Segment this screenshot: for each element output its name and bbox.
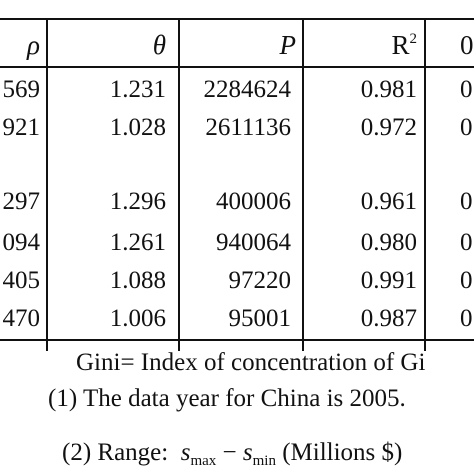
header-rho: ρ	[27, 30, 40, 60]
column-divider-2	[178, 18, 180, 351]
cell-r2: 0.972	[360, 114, 417, 141]
column-divider-3	[302, 18, 304, 351]
cell-p: 940064	[216, 229, 291, 256]
header-r-squared: R2	[391, 30, 417, 60]
range-symbol-s-max: s	[180, 439, 191, 466]
range-sub-min: min	[252, 453, 276, 469]
column-divider-1	[46, 18, 48, 351]
cell-theta: 1.028	[109, 114, 166, 141]
cell-p: 2284624	[203, 76, 292, 103]
table-header-rule	[0, 66, 474, 68]
range-symbol-s-min: s	[242, 439, 253, 466]
range-sub-max: max	[190, 453, 217, 469]
cell-last: 0	[460, 305, 473, 332]
cell-rho: 921	[2, 114, 41, 141]
footnote-2-prefix: (2) Range:	[62, 439, 169, 466]
cell-rho: 297	[2, 188, 41, 215]
gini-note: Gini= Index of concentration of Gi	[76, 349, 426, 376]
cell-r2: 0.980	[360, 229, 417, 256]
cell-r2: 0.981	[360, 76, 417, 103]
header-theta: θ	[152, 30, 166, 60]
cell-p: 97220	[228, 267, 292, 294]
cell-theta: 1.006	[109, 305, 166, 332]
footnote-1: (1) The data year for China is 2005.	[48, 385, 406, 412]
cell-p: 95001	[228, 305, 292, 332]
cell-last: 0	[460, 188, 473, 215]
cell-r2: 0.991	[360, 267, 417, 294]
cell-p: 400006	[216, 188, 291, 215]
table-top-rule	[0, 18, 474, 20]
cell-theta: 1.261	[109, 229, 166, 256]
cell-last: 0	[460, 267, 473, 294]
cell-theta: 1.296	[109, 188, 166, 215]
cell-r2: 0.961	[360, 188, 417, 215]
header-last-partial: 0	[460, 30, 474, 60]
cell-rho: 470	[2, 305, 41, 332]
footnote-2-suffix: (Millions $)	[282, 439, 403, 466]
cell-theta: 1.231	[109, 76, 166, 103]
table-bottom-rule	[0, 339, 474, 341]
column-divider-4	[424, 18, 426, 351]
cell-theta: 1.088	[109, 267, 166, 294]
cell-p: 2611136	[205, 114, 291, 141]
cell-last: 0	[460, 114, 473, 141]
cell-last: 0	[460, 76, 473, 103]
header-p: P	[279, 30, 297, 60]
cell-last: 0	[460, 229, 473, 256]
cell-r2: 0.987	[360, 305, 417, 332]
cell-rho: 405	[2, 267, 41, 294]
footnote-2: (2) Range: smax − smin (Millions $)	[62, 438, 403, 469]
cell-rho: 094	[2, 229, 41, 256]
range-minus: −	[222, 439, 237, 466]
cell-rho: 569	[2, 76, 41, 103]
